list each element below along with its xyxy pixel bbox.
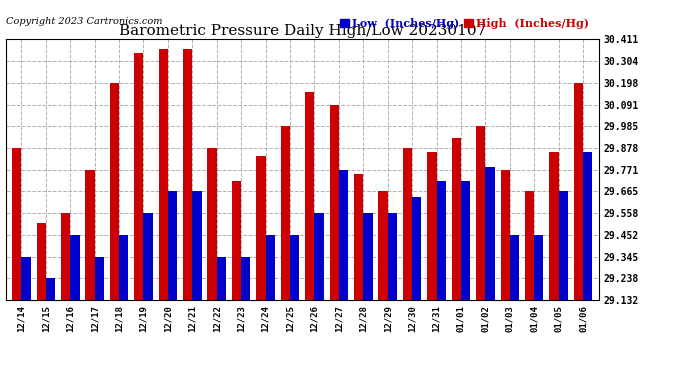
- Bar: [144, 213, 152, 300]
- Bar: [61, 213, 70, 300]
- Bar: [266, 235, 275, 300]
- Text: Copyright 2023 Cartronics.com: Copyright 2023 Cartronics.com: [6, 17, 162, 26]
- Bar: [281, 126, 290, 300]
- Bar: [241, 256, 250, 300]
- Bar: [437, 181, 446, 300]
- Bar: [412, 197, 422, 300]
- Bar: [427, 152, 437, 300]
- Bar: [305, 92, 315, 300]
- Bar: [95, 256, 104, 300]
- Bar: [403, 148, 412, 300]
- Bar: [476, 126, 485, 300]
- Bar: [330, 105, 339, 300]
- Bar: [183, 49, 193, 300]
- Bar: [208, 148, 217, 300]
- Bar: [315, 213, 324, 300]
- Bar: [452, 138, 461, 300]
- Bar: [256, 156, 266, 300]
- Bar: [559, 191, 568, 300]
- Bar: [37, 223, 46, 300]
- Bar: [534, 235, 544, 300]
- Bar: [583, 152, 592, 300]
- Bar: [86, 170, 95, 300]
- Bar: [70, 235, 79, 300]
- Bar: [232, 181, 241, 300]
- Bar: [168, 191, 177, 300]
- Bar: [549, 152, 559, 300]
- Bar: [110, 83, 119, 300]
- Bar: [135, 53, 144, 300]
- Bar: [193, 191, 201, 300]
- Legend: Low  (Inches/Hg), High  (Inches/Hg): Low (Inches/Hg), High (Inches/Hg): [335, 13, 593, 33]
- Bar: [574, 83, 583, 300]
- Bar: [159, 49, 168, 300]
- Bar: [46, 278, 55, 300]
- Bar: [363, 213, 373, 300]
- Bar: [510, 235, 519, 300]
- Bar: [290, 235, 299, 300]
- Bar: [12, 148, 21, 300]
- Bar: [525, 191, 534, 300]
- Bar: [461, 181, 470, 300]
- Bar: [217, 256, 226, 300]
- Bar: [378, 191, 388, 300]
- Title: Barometric Pressure Daily High/Low 20230107: Barometric Pressure Daily High/Low 20230…: [119, 24, 486, 38]
- Bar: [119, 235, 128, 300]
- Bar: [500, 170, 510, 300]
- Bar: [339, 170, 348, 300]
- Bar: [354, 174, 363, 300]
- Bar: [485, 167, 495, 300]
- Bar: [388, 213, 397, 300]
- Bar: [21, 256, 30, 300]
